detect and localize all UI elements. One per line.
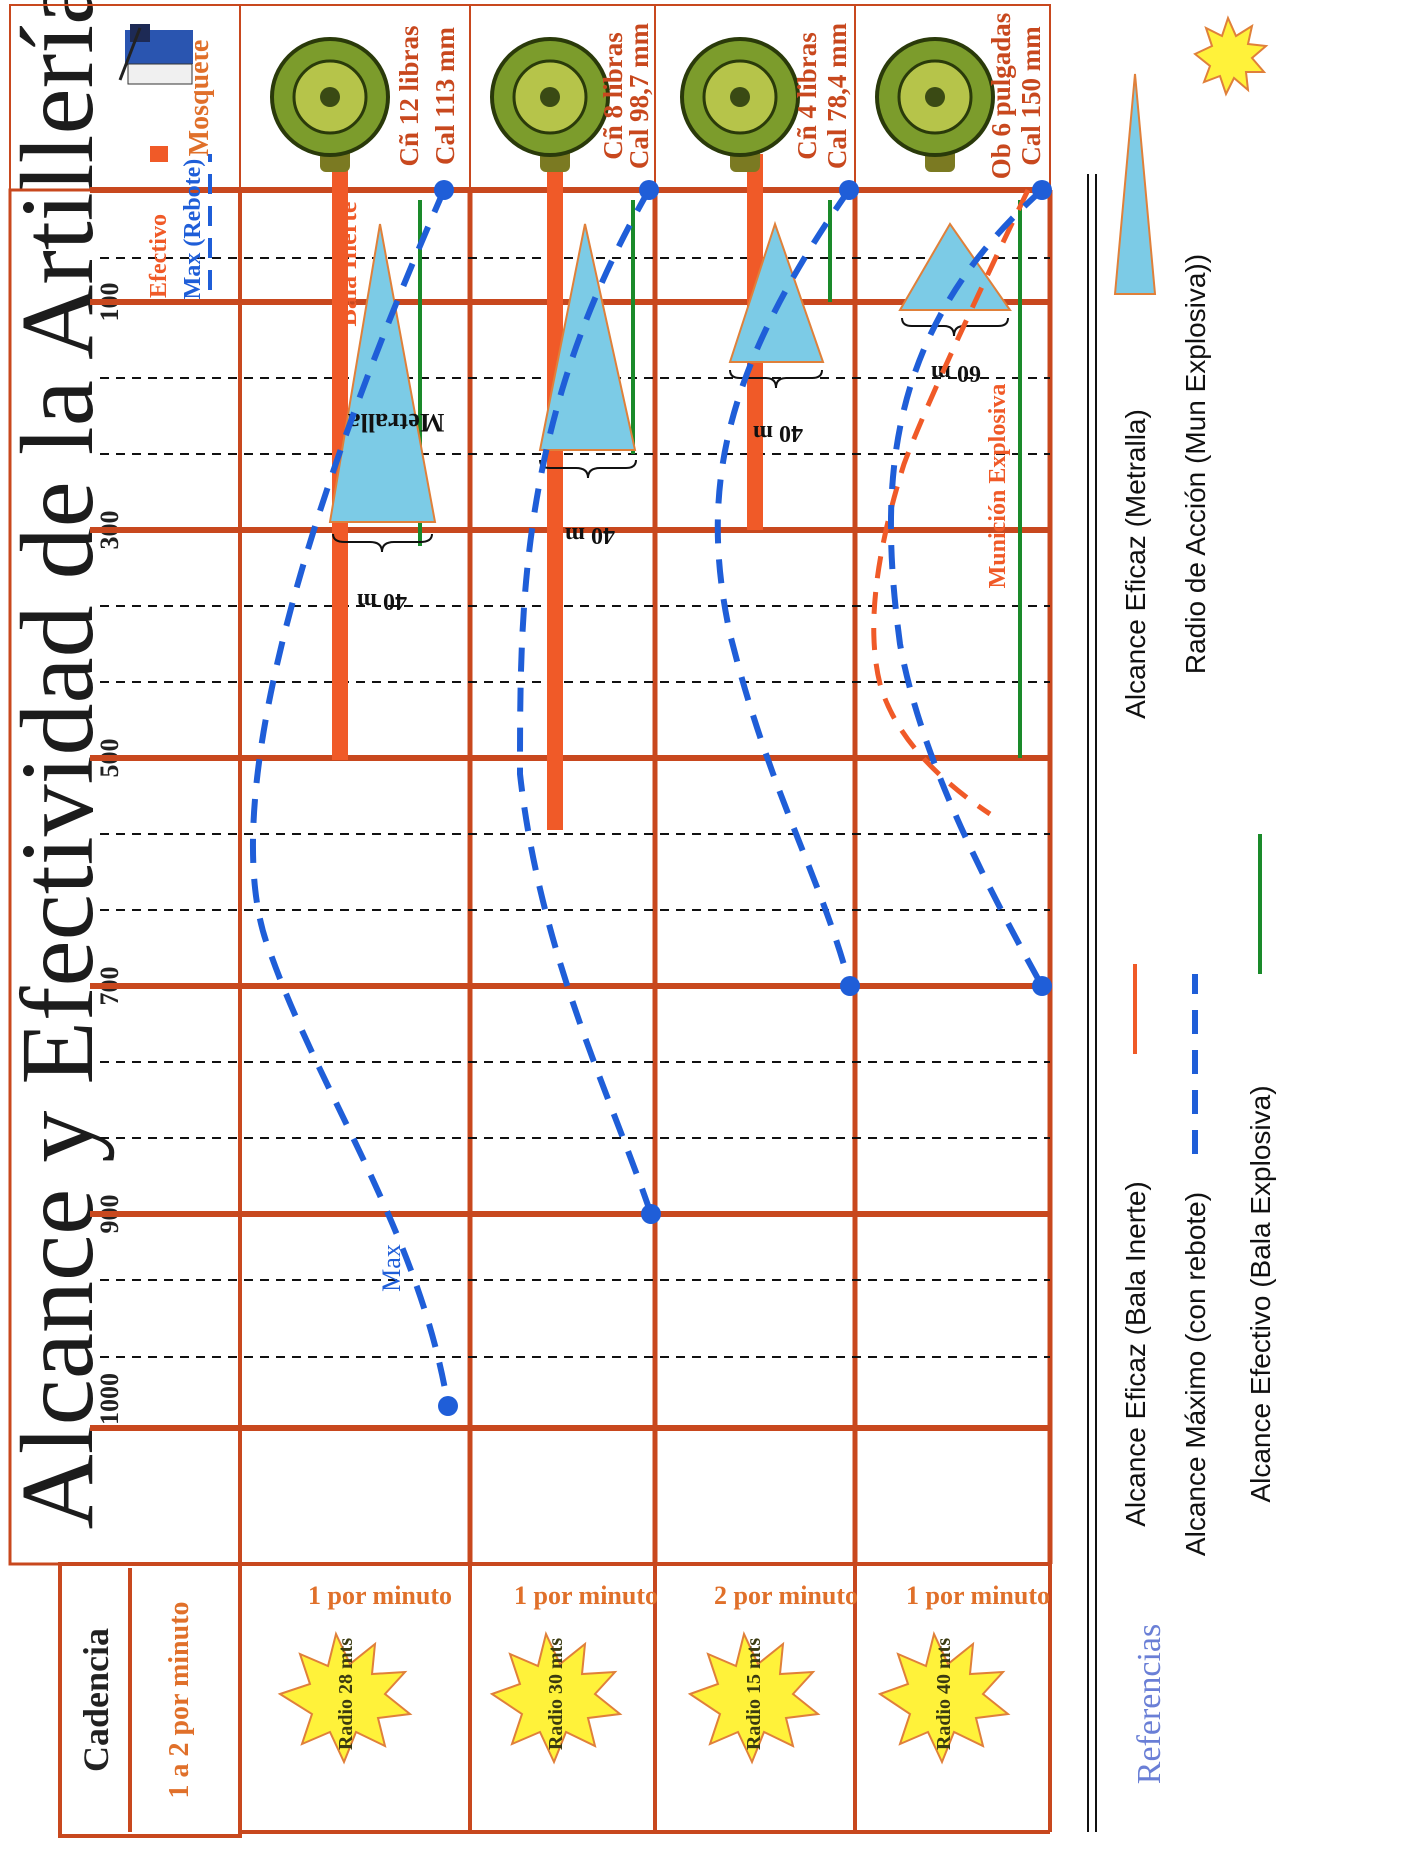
max-range-curves xyxy=(249,187,1045,1407)
cannon-row-1-caliber: Cal 113 mm xyxy=(430,26,460,165)
burst-row-3: Radio 15 mts xyxy=(743,1638,765,1750)
dashed-gridlines xyxy=(100,257,1050,1358)
cannon-row-3-name: Cñ 4 libras xyxy=(792,32,822,160)
row-musket: Efectivo Max (Rebote) Mosquete xyxy=(115,24,215,299)
legend: Referencias Alcance Eficaz (Bala Inerte)… xyxy=(1087,15,1276,1832)
cannon-row-2-name: Cñ 8 libras xyxy=(598,32,628,160)
burst-row-4: Radio 40 mts xyxy=(933,1638,955,1750)
cannon-row-4-name: Ob 6 pulgadas xyxy=(986,13,1016,180)
cannon-row-3-caliber: Cal 78,4 mm xyxy=(822,22,852,169)
legend-inert: Alcance Eficaz (Bala Inerte) xyxy=(1120,1181,1151,1527)
explosive-label: Munición Explosiva xyxy=(985,384,1011,589)
spread-row-4: 60 m xyxy=(931,360,981,386)
spread-row-2: 40 m xyxy=(565,522,615,548)
burst-row-2: Radio 30 mts xyxy=(545,1638,567,1750)
spread-row-3: 40 m xyxy=(753,420,803,446)
legend-max: Alcance Máximo (con rebote) xyxy=(1180,1192,1211,1556)
legend-grape-swatch xyxy=(1113,73,1157,295)
cannon-icons xyxy=(270,37,995,172)
cadencia-header: Cadencia xyxy=(76,1628,116,1772)
tick-1000: 1000 xyxy=(95,1373,124,1425)
max-range-dots xyxy=(434,180,1052,1416)
legend-blast-swatch xyxy=(1193,15,1269,97)
cannon-row-4-caliber: Cal 150 mm xyxy=(1016,26,1046,166)
burst-row-1: Radio 28 mts xyxy=(335,1638,357,1750)
spread-row-1: 40 m xyxy=(357,588,407,614)
legend-effective: Alcance Efectivo (Bala Explosiva) xyxy=(1245,1085,1276,1502)
legend-grape: Alcance Eficaz (Metralla) xyxy=(1120,409,1151,719)
rate-row-3: 2 por minuto xyxy=(714,1581,858,1610)
explosive-arc xyxy=(871,188,1031,817)
legend-title: Referencias xyxy=(1131,1624,1168,1784)
legend-effective-label: Efectivo xyxy=(146,214,172,298)
cannon-icon xyxy=(875,37,995,172)
rate-row-1: 1 por minuto xyxy=(308,1581,452,1610)
rate-row-0: 1 a 2 por minuto xyxy=(164,1601,195,1798)
main-grid xyxy=(8,188,1053,1566)
soldier-icon xyxy=(115,24,195,85)
cannon-icon xyxy=(680,37,800,172)
cannon-icon xyxy=(490,37,610,172)
rate-cells xyxy=(468,1564,1052,1832)
page-title: Alcance y Efectividad de la Artillería xyxy=(0,0,115,1529)
legend-blast: Radio de Acción (Mun Explosiva)) xyxy=(1180,254,1211,674)
rate-row-2: 1 por minuto xyxy=(514,1581,658,1610)
rate-row-4: 1 por minuto xyxy=(906,1581,1050,1610)
cannon-row-2-caliber: Cal 98,7 mm xyxy=(624,22,654,169)
cannon-icon xyxy=(270,37,390,172)
inert-label: Bala Inerte xyxy=(333,202,362,327)
cannon-names: Cñ 12 libras Cal 113 mm Cñ 8 libras Cal … xyxy=(394,13,1046,180)
cannon-row-1-name: Cñ 12 libras xyxy=(394,25,424,166)
grape-label: Metralla xyxy=(348,408,445,437)
legend-max-label: Max (Rebote) xyxy=(180,159,206,300)
weapon-column xyxy=(9,4,1051,191)
burst-icons xyxy=(277,1631,1011,1765)
